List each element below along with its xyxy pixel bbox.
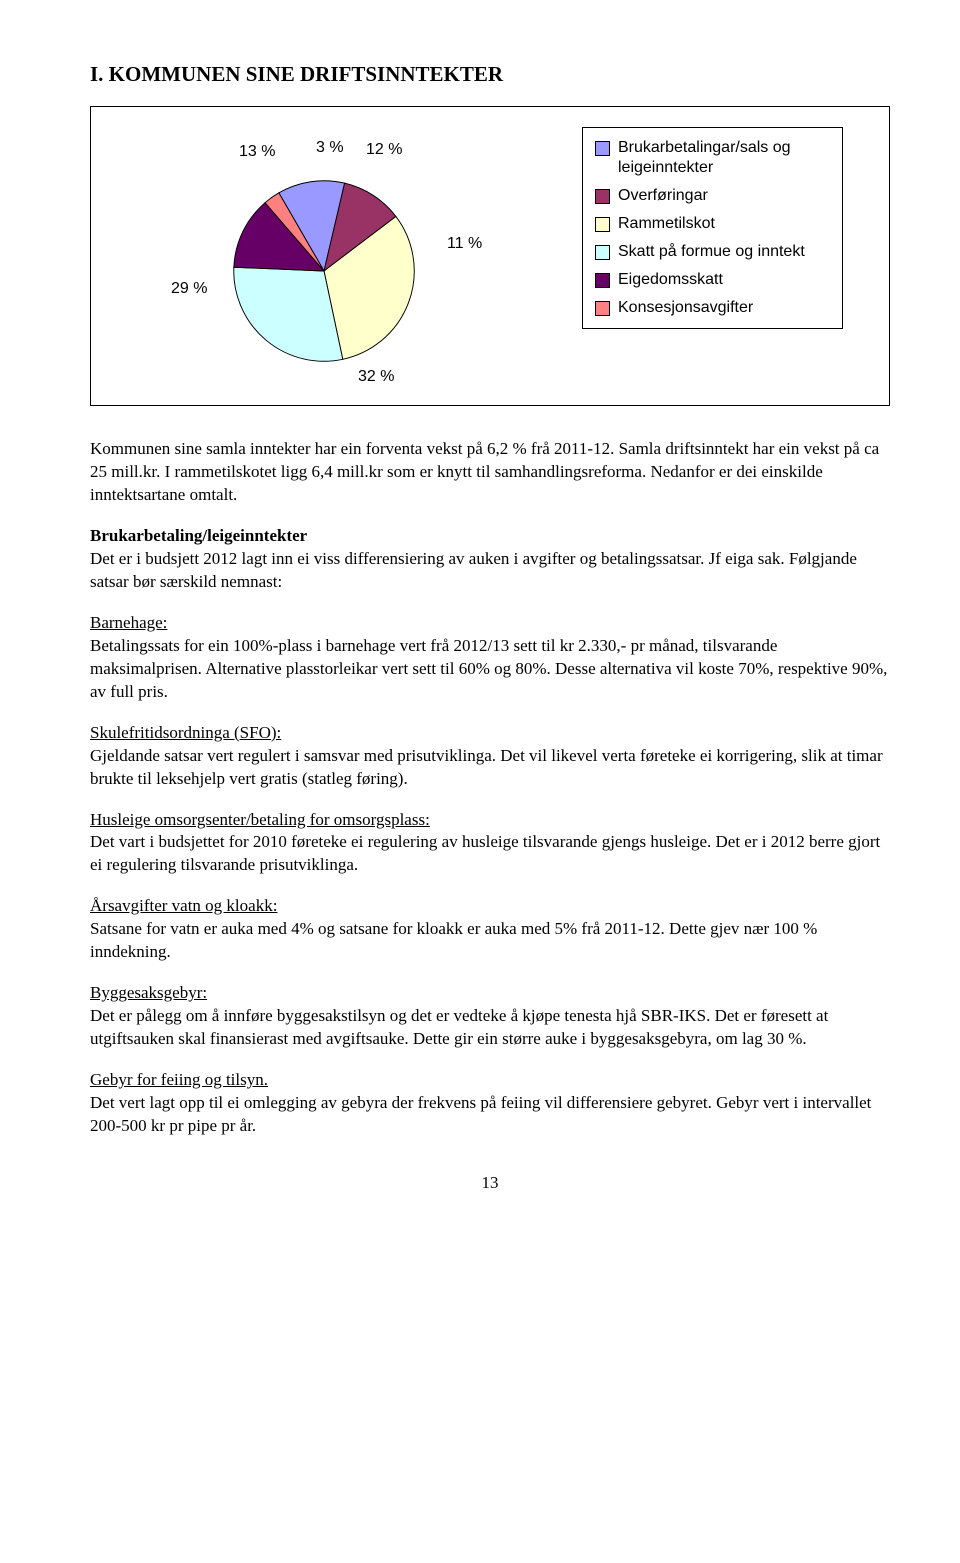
- subhead-husleige: Husleige omsorgsenter/betaling for omsor…: [90, 810, 430, 829]
- subhead-sfo: Skulefritidsordninga (SFO):: [90, 723, 281, 742]
- legend-swatch: [595, 245, 610, 260]
- legend-label: Rammetilskot: [618, 214, 715, 234]
- subhead-bygg: Byggesaksgebyr:: [90, 983, 207, 1002]
- pct-label: 11 %: [447, 233, 482, 255]
- legend-label: Skatt på formue og inntekt: [618, 242, 805, 262]
- page-number: 13: [90, 1172, 890, 1195]
- legend-swatch: [595, 301, 610, 316]
- legend-swatch: [595, 273, 610, 288]
- brukarbetaling-text: Det er i budsjett 2012 lagt inn ei viss …: [90, 548, 890, 594]
- pct-label: 12 %: [366, 139, 402, 161]
- intro-paragraph: Kommunen sine samla inntekter har ein fo…: [90, 438, 890, 507]
- pct-label: 3 %: [316, 137, 344, 159]
- legend-item: Overføringar: [595, 186, 828, 206]
- subhead-feiing: Gebyr for feiing og tilsyn.: [90, 1070, 268, 1089]
- bygg-text: Det er pålegg om å innføre byggesakstils…: [90, 1005, 890, 1051]
- sfo-text: Gjeldande satsar vert regulert i samsvar…: [90, 745, 890, 791]
- legend-label: Konsesjonsavgifter: [618, 298, 753, 318]
- chart-legend: Brukarbetalingar/sals og leigeinntekter O…: [582, 127, 843, 329]
- legend-label: Overføringar: [618, 186, 708, 206]
- pie-chart-frame: 12 % 11 % 32 % 29 % 13 % 3 % Brukarbetalingar…: [90, 106, 890, 406]
- legend-swatch: [595, 217, 610, 232]
- page-title: I. KOMMUNEN SINE DRIFTSINNTEKTER: [90, 60, 890, 88]
- pct-label: 29 %: [171, 278, 207, 300]
- legend-item: Rammetilskot: [595, 214, 828, 234]
- feiing-text: Det vert lagt opp til ei omlegging av ge…: [90, 1092, 890, 1138]
- legend-swatch: [595, 189, 610, 204]
- legend-label: Eigedomsskatt: [618, 270, 723, 290]
- vatn-text: Satsane for vatn er auka med 4% og satsa…: [90, 918, 890, 964]
- legend-item: Eigedomsskatt: [595, 270, 828, 290]
- legend-item: Konsesjonsavgifter: [595, 298, 828, 318]
- pct-label: 32 %: [358, 366, 394, 388]
- pct-label: 13 %: [239, 141, 275, 163]
- legend-item: Skatt på formue og inntekt: [595, 242, 828, 262]
- pie-chart: [229, 176, 419, 366]
- barnehage-text: Betalingssats for ein 100%-plass i barne…: [90, 635, 890, 704]
- legend-item: Brukarbetalingar/sals og leigeinntekter: [595, 138, 828, 178]
- legend-label: Brukarbetalingar/sals og leigeinntekter: [618, 138, 828, 178]
- husleige-text: Det vart i budsjettet for 2010 føreteke …: [90, 831, 890, 877]
- subhead-barnehage: Barnehage:: [90, 613, 167, 632]
- subhead-vatn: Årsavgifter vatn og kloakk:: [90, 896, 277, 915]
- section-brukarbetaling: Brukarbetaling/leigeinntekter: [90, 525, 890, 548]
- legend-swatch: [595, 141, 610, 156]
